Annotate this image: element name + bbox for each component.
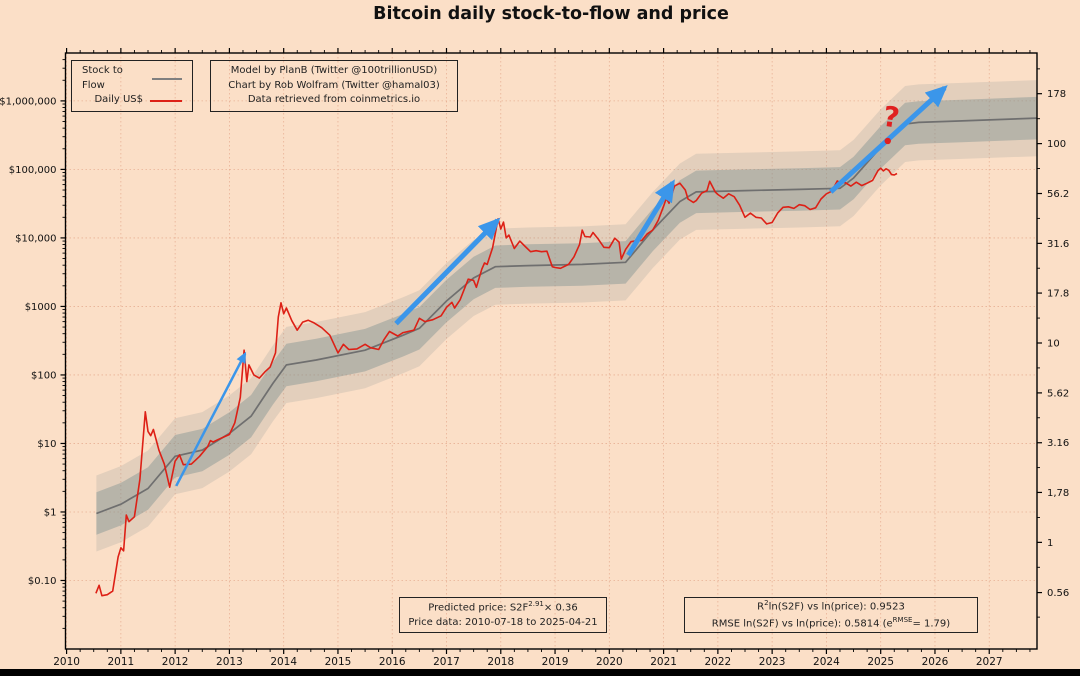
y-right-tick-label: 100 (1047, 139, 1066, 150)
x-tick-label: 2018 (487, 656, 514, 668)
x-tick-label: 2010 (53, 656, 80, 668)
y-right-tick-label: 5.62 (1047, 388, 1069, 399)
y-right-tick-label: 1 (1047, 538, 1053, 549)
x-tick-label: 2015 (325, 656, 352, 668)
x-tick-label: 2024 (813, 656, 840, 668)
y-left-tick-label: $0.10 (28, 576, 57, 587)
y-left-tick-label: $10 (37, 439, 56, 450)
daily-price-line (95, 167, 898, 597)
y-left-tick-label: $10,000 (15, 233, 56, 244)
trend-arrow-1 (175, 351, 247, 487)
y-right-tick-label: 10 (1047, 338, 1060, 349)
confidence-band-outer (96, 80, 1037, 552)
y-left-tick-label: $1,000,000 (0, 96, 57, 107)
x-tick-label: 2022 (705, 656, 732, 668)
y-left-tick-label: $1000 (25, 302, 57, 313)
chart-title: Bitcoin daily stock-to-flow and price (373, 4, 729, 24)
stock-to-flow-line-sample (151, 77, 182, 80)
annotation-dot (884, 137, 891, 145)
attribution-data: Data retrieved from coinmetrics.io (247, 94, 421, 106)
x-tick-label: 2023 (759, 656, 786, 668)
y-right-tick-label: 56.2 (1047, 189, 1069, 200)
bottom-border-bar (0, 669, 1080, 676)
x-tick-label: 2021 (650, 656, 677, 668)
x-tick-label: 2027 (976, 656, 1003, 668)
r-squared-stat: R2ln(S2F) vs ln(price): 0.9523 (757, 599, 905, 613)
trend-arrow-2 (394, 217, 501, 326)
x-tick-label: 2025 (867, 656, 894, 668)
confidence-band-inner (96, 96, 1037, 535)
x-tick-label: 2017 (433, 656, 460, 668)
y-right-tick-label: 178 (1047, 89, 1066, 100)
x-tick-label: 2016 (379, 656, 406, 668)
trend-arrow-3 (626, 179, 675, 257)
attribution-chart: Chart by Rob Wolfram (Twitter @hamal03) (228, 79, 440, 91)
question-mark-annotation: ? (881, 100, 902, 135)
plot-frame (64, 52, 1038, 650)
y-left-tick-label: $100 (31, 370, 56, 381)
legend-label-daily-usd: Daily US$ (94, 94, 143, 106)
predicted-price-formula: Predicted price: S2F2.91× 0.36 (428, 600, 578, 614)
x-tick-label: 2026 (922, 656, 949, 668)
y-left-tick-label: $1 (44, 507, 57, 518)
y-left-tick-label: $100,000 (9, 165, 57, 176)
y-right-tick-label: 17.8 (1047, 289, 1069, 300)
x-tick-label: 2019 (542, 656, 569, 668)
legend-item-stock-to-flow: Stock to Flow (82, 64, 182, 93)
legend: Stock to Flow Daily US$ (71, 60, 193, 112)
attribution-box: Model by PlanB (Twitter @100trillionUSD)… (210, 60, 458, 112)
x-tick-label: 2014 (270, 656, 297, 668)
y-right-tick-label: 1,78 (1047, 488, 1069, 499)
daily-usd-line-sample (150, 99, 182, 102)
x-tick-label: 2013 (216, 656, 243, 668)
legend-label-stock-to-flow: Stock to Flow (82, 65, 123, 91)
x-tick-label: 2011 (107, 656, 134, 668)
y-right-tick-label: 3.16 (1047, 438, 1069, 449)
x-tick-label: 2020 (596, 656, 623, 668)
rmse-stat: RMSE ln(S2F) vs ln(price): 0.5814 (eRMSE… (711, 616, 951, 630)
attribution-model: Model by PlanB (Twitter @100trillionUSD) (230, 65, 438, 77)
y-right-tick-label: 31.6 (1047, 239, 1069, 250)
formula-box: Predicted price: S2F2.91× 0.36 Price dat… (399, 597, 607, 633)
x-tick-label: 2012 (162, 656, 189, 668)
price-data-range: Price data: 2010-07-18 to 2025-04-21 (408, 617, 598, 629)
y-right-tick-label: 0.56 (1047, 588, 1069, 599)
legend-item-daily-usd: Daily US$ (82, 93, 182, 108)
stats-box: R2ln(S2F) vs ln(price): 0.9523 RMSE ln(S… (684, 597, 978, 633)
